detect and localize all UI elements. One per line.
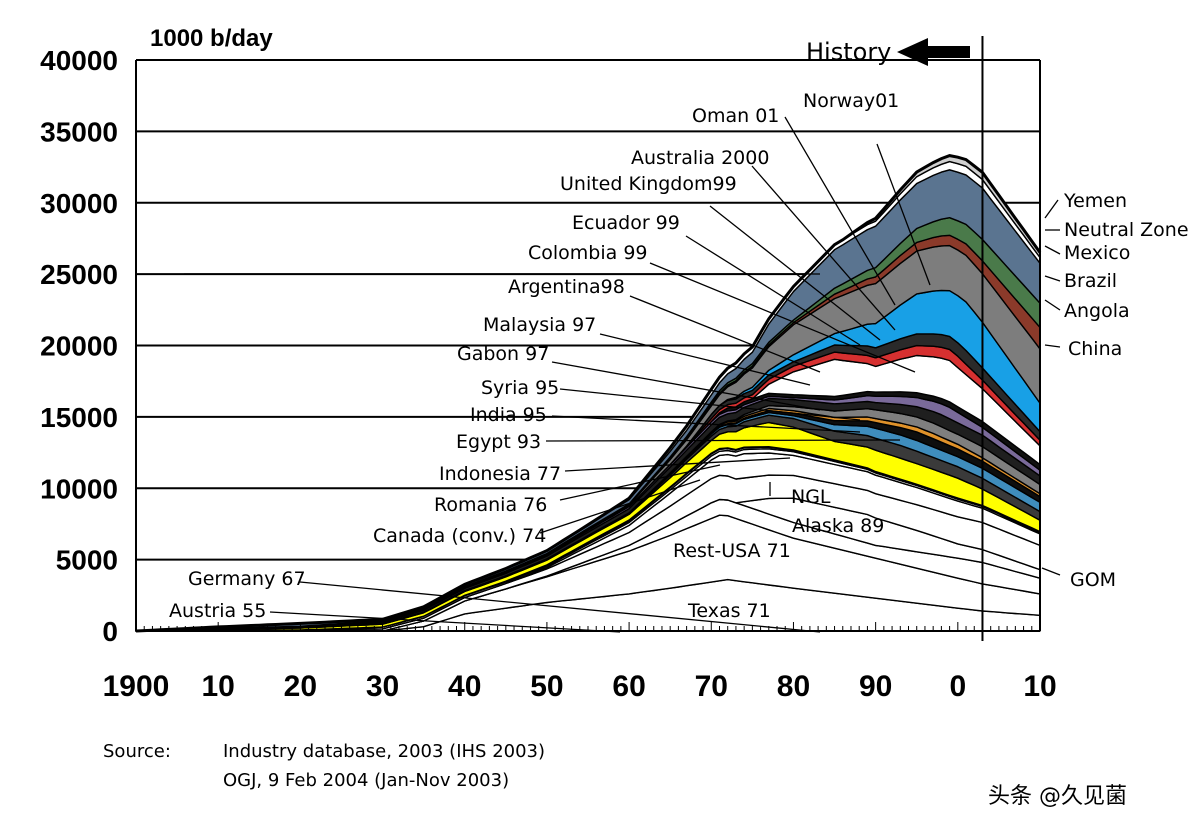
x-tick-label-7: 70 xyxy=(695,670,728,703)
series-labels: Oman 01 Norway01 Australia 2000 United K… xyxy=(169,90,1189,622)
label-indonesia: Indonesia 77 xyxy=(439,463,561,485)
leader-line xyxy=(1044,275,1061,282)
leader-line xyxy=(1044,344,1061,348)
source-label: Source: xyxy=(103,741,171,762)
x-tick-label-0: 1900 xyxy=(103,670,170,703)
leader-line xyxy=(599,333,811,386)
x-tick-label-10: 0 xyxy=(949,670,966,703)
leader-line xyxy=(539,479,701,534)
leader-line xyxy=(876,143,931,286)
leader-line xyxy=(559,388,861,421)
x-tick-label-1: 10 xyxy=(201,670,234,703)
source-line-2: OGJ, 9 Feb 2004 (Jan-Nov 2003) xyxy=(223,770,509,791)
label-yemen: Yemen xyxy=(1063,190,1127,212)
x-tick-label-4: 40 xyxy=(448,670,481,703)
label-ngl: NGL xyxy=(791,486,831,508)
label-angola: Angola xyxy=(1064,300,1130,322)
source-line-1: Industry database, 2003 (IHS 2003) xyxy=(223,741,545,762)
leader-line xyxy=(649,262,916,373)
leader-line xyxy=(629,295,821,373)
leader-line xyxy=(1044,245,1061,255)
x-tick-label-9: 90 xyxy=(859,670,892,703)
leader-line xyxy=(545,439,901,442)
y-tick-label-8: 40000 xyxy=(40,45,118,76)
label-romania: Romania 76 xyxy=(434,494,547,516)
y-tick-label-5: 25000 xyxy=(40,259,118,290)
x-tick-label-11: 10 xyxy=(1023,670,1056,703)
y-tick-label-1: 5000 xyxy=(56,545,118,576)
leader-line xyxy=(559,464,721,501)
x-tick-label-6: 60 xyxy=(612,670,645,703)
history-label: History xyxy=(806,38,891,66)
label-neutral-zone: Neutral Zone xyxy=(1064,219,1189,241)
y-tick-label-0: 0 xyxy=(102,616,118,647)
x-axis: 1900 10 20 30 40 50 60 70 80 90 0 10 xyxy=(103,622,1057,703)
label-alaska: Alaska 89 xyxy=(792,515,884,537)
y-axis: 0 5000 10000 15000 20000 25000 30000 35000 40000 xyxy=(40,45,118,647)
leader-line xyxy=(269,611,621,633)
label-india: India 95 xyxy=(470,404,547,426)
leader-line xyxy=(709,205,881,341)
label-oman: Oman 01 xyxy=(692,105,779,127)
label-mexico: Mexico xyxy=(1064,242,1130,264)
history-arrow-icon xyxy=(897,38,970,66)
label-argentina: Argentina98 xyxy=(508,276,625,298)
label-austria: Austria 55 xyxy=(169,600,266,622)
label-brazil: Brazil xyxy=(1064,270,1117,292)
leader-line xyxy=(299,581,821,633)
label-united-kingdom: United Kingdom99 xyxy=(560,173,737,195)
plot-area xyxy=(135,59,1042,633)
label-malaysia: Malaysia 97 xyxy=(483,314,596,336)
label-leader-lines xyxy=(184,116,1061,633)
x-tick-label-3: 30 xyxy=(366,670,399,703)
y-axis-unit-label: 1000 b/day xyxy=(150,25,273,52)
total-envelope-line xyxy=(135,154,1042,633)
y-tick-label-3: 15000 xyxy=(40,402,118,433)
leader-line xyxy=(1041,567,1061,576)
label-canada: Canada (conv.) 74 xyxy=(373,525,546,547)
label-texas: Texas 71 xyxy=(687,600,771,622)
leader-line xyxy=(685,235,861,346)
label-syria: Syria 95 xyxy=(481,377,559,399)
label-gabon: Gabon 97 xyxy=(457,343,549,365)
leader-line xyxy=(1044,299,1061,311)
label-australia: Australia 2000 xyxy=(631,147,769,169)
leader-line xyxy=(1044,199,1059,219)
label-germany: Germany 67 xyxy=(188,568,306,590)
source-note: Source: Industry database, 2003 (IHS 200… xyxy=(103,741,545,791)
watermark: 头条 @久见菌 xyxy=(988,784,1127,809)
y-tick-label-2: 10000 xyxy=(40,473,118,504)
label-ecuador: Ecuador 99 xyxy=(572,212,680,234)
leader-line xyxy=(551,361,821,411)
y-tick-label-7: 35000 xyxy=(40,116,118,147)
leader-line xyxy=(564,457,791,472)
leader-line xyxy=(751,165,896,331)
label-norway: Norway01 xyxy=(803,90,899,112)
label-china: China xyxy=(1068,338,1122,360)
label-gom: GOM xyxy=(1070,569,1116,591)
leader-line xyxy=(784,116,896,306)
leader-line xyxy=(551,415,861,433)
y-tick-label-6: 30000 xyxy=(40,188,118,219)
label-egypt: Egypt 93 xyxy=(456,431,541,453)
x-tick-label-5: 50 xyxy=(530,670,563,703)
x-tick-label-2: 20 xyxy=(284,670,317,703)
y-tick-label-4: 20000 xyxy=(40,331,118,362)
label-colombia: Colombia 99 xyxy=(528,242,648,264)
label-rest-usa: Rest-USA 71 xyxy=(673,540,791,562)
history-marker: History xyxy=(806,36,984,641)
x-tick-label-8: 80 xyxy=(777,670,810,703)
